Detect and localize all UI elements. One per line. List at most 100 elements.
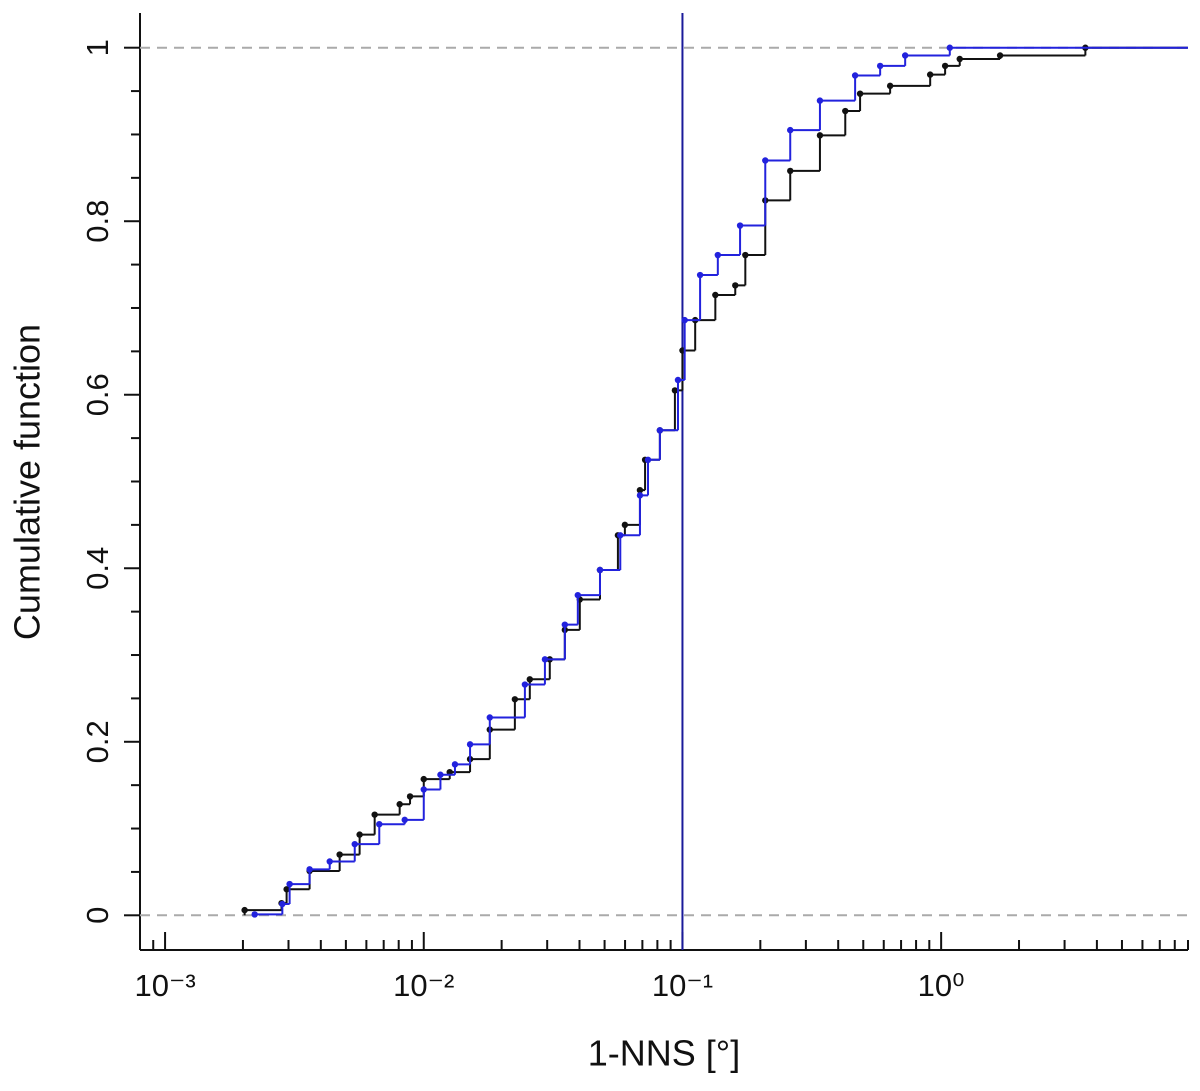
point: [306, 866, 313, 873]
y-tick-label: 0.4: [80, 547, 115, 590]
step: [818, 99, 856, 131]
point: [511, 696, 519, 703]
step: [523, 683, 545, 718]
point: [541, 656, 549, 663]
point: [644, 456, 652, 464]
step: [598, 568, 618, 600]
step: [488, 716, 525, 745]
step: [422, 778, 450, 797]
step: [528, 678, 550, 700]
point: [671, 387, 679, 394]
point: [486, 714, 493, 721]
y-tick-label: 0: [80, 907, 115, 924]
step: [716, 254, 741, 276]
point: [886, 82, 894, 90]
point: [901, 52, 909, 59]
step: [859, 92, 891, 112]
point: [241, 906, 248, 914]
point: [636, 486, 644, 494]
x-tick-label: 10⁰: [918, 968, 965, 1003]
point: [674, 376, 682, 384]
step: [638, 494, 649, 536]
point: [742, 251, 749, 259]
step: [694, 319, 716, 351]
point: [681, 316, 688, 324]
step: [958, 57, 1001, 66]
point: [617, 532, 624, 539]
step: [789, 169, 820, 201]
point: [656, 427, 664, 434]
step: [469, 743, 490, 765]
point: [856, 90, 864, 97]
y-tick-label: 1: [80, 39, 115, 56]
point: [396, 801, 403, 808]
point: [521, 681, 529, 688]
point: [946, 44, 953, 51]
point: [816, 132, 824, 139]
step: [616, 534, 625, 570]
step: [889, 84, 931, 94]
y-tick-label: 0.2: [80, 720, 115, 763]
step: [338, 853, 360, 872]
y-axis-label: Cumulative function: [7, 324, 48, 640]
step: [328, 860, 355, 870]
point: [251, 911, 258, 918]
point: [574, 591, 582, 599]
point: [279, 900, 286, 908]
step: [658, 429, 678, 460]
x-tick-label: 10⁻²: [393, 968, 454, 1003]
point: [596, 566, 604, 574]
step: [764, 159, 791, 226]
point: [876, 62, 884, 70]
step: [422, 788, 441, 820]
point: [420, 775, 427, 783]
point: [356, 831, 363, 838]
point: [326, 858, 333, 865]
point: [956, 55, 963, 63]
step: [999, 54, 1086, 59]
step: [879, 64, 906, 76]
step: [658, 429, 675, 460]
step: [598, 568, 621, 596]
step: [548, 658, 565, 680]
step: [739, 224, 766, 256]
point: [941, 62, 949, 70]
point: [437, 771, 444, 778]
step: [543, 658, 565, 685]
step: [563, 628, 580, 660]
step: [469, 758, 490, 773]
point: [283, 886, 290, 893]
point: [787, 126, 794, 134]
step: [789, 129, 820, 161]
step: [378, 823, 405, 845]
point: [420, 786, 427, 793]
point: [712, 291, 719, 299]
point: [466, 741, 474, 748]
point: [732, 282, 739, 289]
step: [854, 74, 881, 101]
point: [636, 492, 644, 499]
step: [647, 458, 660, 496]
point: [561, 621, 569, 628]
point: [787, 167, 794, 175]
point: [851, 72, 859, 79]
y-tick-label: 0.6: [80, 373, 115, 416]
point: [816, 97, 824, 104]
point: [401, 816, 408, 824]
point: [736, 222, 744, 229]
point: [446, 768, 453, 776]
step: [764, 199, 791, 256]
step: [619, 534, 640, 570]
step: [818, 134, 846, 171]
step: [288, 883, 310, 905]
point: [996, 52, 1004, 59]
point: [376, 820, 383, 828]
point: [526, 676, 534, 683]
step: [513, 698, 530, 730]
point: [762, 157, 769, 164]
step: [948, 46, 1188, 56]
point: [406, 793, 414, 800]
step: [353, 843, 380, 862]
point: [714, 251, 722, 259]
